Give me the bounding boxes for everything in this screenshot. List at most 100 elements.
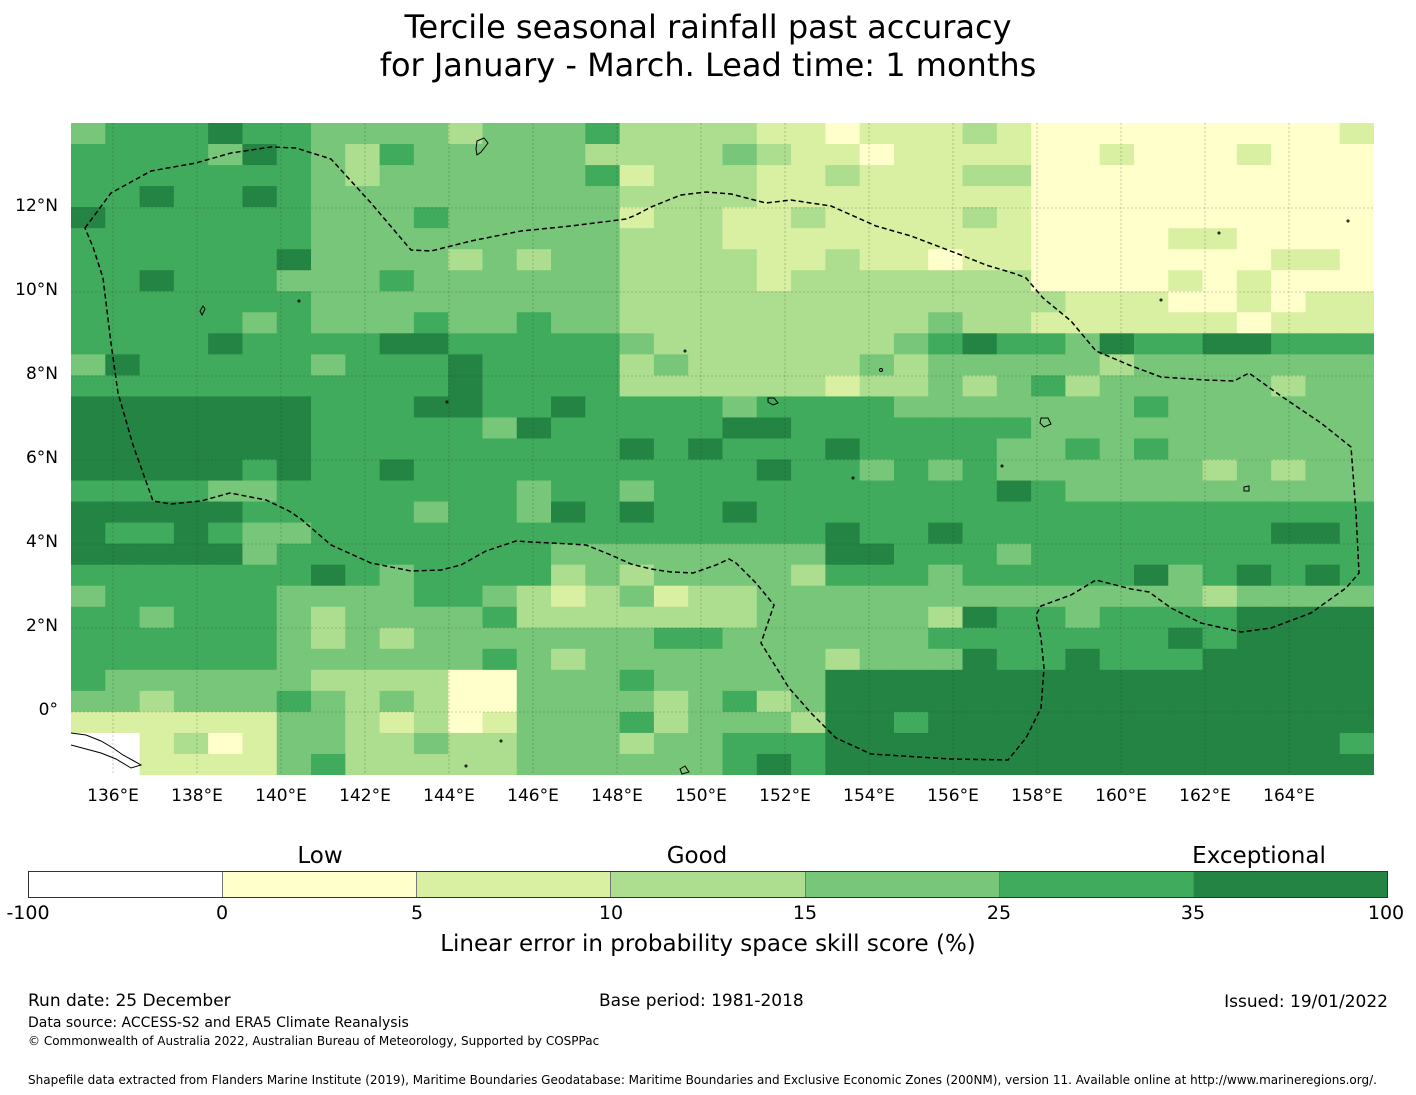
grid-cell [242, 375, 278, 398]
lon-label-164E: 164°E [1263, 786, 1315, 806]
grid-cell [1271, 312, 1307, 334]
grid-cell [71, 543, 106, 566]
grid-cell [1202, 606, 1238, 629]
grid-cell [585, 753, 621, 775]
grid-cell [482, 564, 518, 587]
grid-cell [1065, 375, 1101, 398]
colorbar-tick: 100 [1367, 902, 1405, 924]
grid-cell [893, 543, 929, 566]
grid-cell [1133, 144, 1169, 166]
grid-cell [928, 144, 964, 166]
grid-cell [413, 249, 449, 271]
grid-cell [825, 144, 861, 166]
grid-cell [756, 585, 792, 608]
grid-cell [996, 606, 1032, 629]
grid-cell [1065, 606, 1101, 629]
grid-cell [551, 228, 586, 250]
grid-cell [139, 648, 175, 671]
grid-cell [242, 249, 278, 271]
grid-cell [996, 459, 1032, 482]
grid-cell [962, 270, 998, 292]
grid-cell [722, 207, 758, 229]
grid-cell [208, 459, 244, 482]
grid-cell [276, 396, 312, 419]
grid-cell [1065, 648, 1101, 671]
shapefile-credit: Shapefile data extracted from Flanders M… [28, 1073, 1377, 1087]
run-date: Run date: 25 December [28, 991, 231, 1011]
grid-cell [859, 606, 895, 629]
grid-cell [825, 459, 861, 482]
grid-cell [448, 123, 484, 145]
grid-cell [276, 585, 312, 608]
colorbar-segment [1193, 872, 1387, 897]
grid-cell [653, 459, 689, 482]
grid-cell [448, 669, 484, 692]
grid-cell [242, 459, 278, 482]
grid-cell [688, 144, 724, 166]
grid-cell [1271, 291, 1307, 313]
grid-cell [825, 207, 861, 229]
grid-cell [208, 396, 244, 419]
grid-cell [928, 585, 964, 608]
grid-cell [242, 606, 278, 629]
grid-cell [173, 732, 209, 755]
grid-cell [619, 417, 655, 440]
grid-cell [1099, 375, 1135, 398]
lat-label-0: 0° [38, 700, 58, 720]
islet [1217, 231, 1221, 235]
grid-cell [1065, 354, 1101, 376]
grid-cell [208, 438, 244, 461]
grid-cell [105, 648, 141, 671]
grid-cell [379, 312, 415, 334]
grid-cell [825, 669, 861, 692]
grid-cell [1202, 669, 1238, 692]
grid-cell [1031, 585, 1066, 608]
grid-cell [105, 438, 141, 461]
grid-cell [1305, 270, 1341, 292]
colorbar-tick: -100 [6, 902, 50, 924]
grid-cell [1031, 312, 1066, 334]
grid-cell [1271, 690, 1307, 713]
grid-cell [379, 417, 415, 440]
grid-cell [516, 207, 552, 229]
grid-cell [173, 186, 209, 208]
grid-cell [379, 522, 415, 545]
grid-cell [71, 249, 106, 271]
grid-cell [1305, 375, 1341, 398]
skill-score-map [71, 123, 1374, 775]
grid-cell [859, 354, 895, 376]
grid-cell [413, 417, 449, 440]
grid-cell [1339, 354, 1374, 376]
grid-cell [482, 648, 518, 671]
grid-cell [1271, 270, 1307, 292]
grid-cell [208, 291, 244, 313]
grid-cell [1202, 753, 1238, 775]
grid-cell [791, 312, 826, 334]
grid-cell [551, 207, 586, 229]
grid-cell [859, 396, 895, 419]
grid-cell [962, 648, 998, 671]
grid-cell [1065, 564, 1101, 587]
grid-cell [242, 333, 278, 355]
grid-cell [962, 123, 998, 145]
grid-cell [1202, 690, 1238, 713]
grid-cell [859, 564, 895, 587]
grid-cell [1133, 291, 1169, 313]
grid-cell [1271, 648, 1307, 671]
grid-cell [105, 732, 141, 755]
colorbar-segment [223, 872, 418, 897]
grid-cell [688, 669, 724, 692]
grid-cell [1099, 354, 1135, 376]
grid-cell [688, 333, 724, 355]
grid-cell [619, 375, 655, 398]
grid-cell [996, 501, 1032, 524]
chart-title-line-1: Tercile seasonal rainfall past accuracy [404, 8, 1012, 46]
grid-cell [1236, 144, 1272, 166]
grid-cell [516, 291, 552, 313]
grid-cell [791, 480, 826, 503]
grid-cell [1168, 207, 1204, 229]
grid-cell [893, 501, 929, 524]
grid-cell [825, 417, 861, 440]
grid-cell [1202, 312, 1238, 334]
grid-cell [413, 459, 449, 482]
